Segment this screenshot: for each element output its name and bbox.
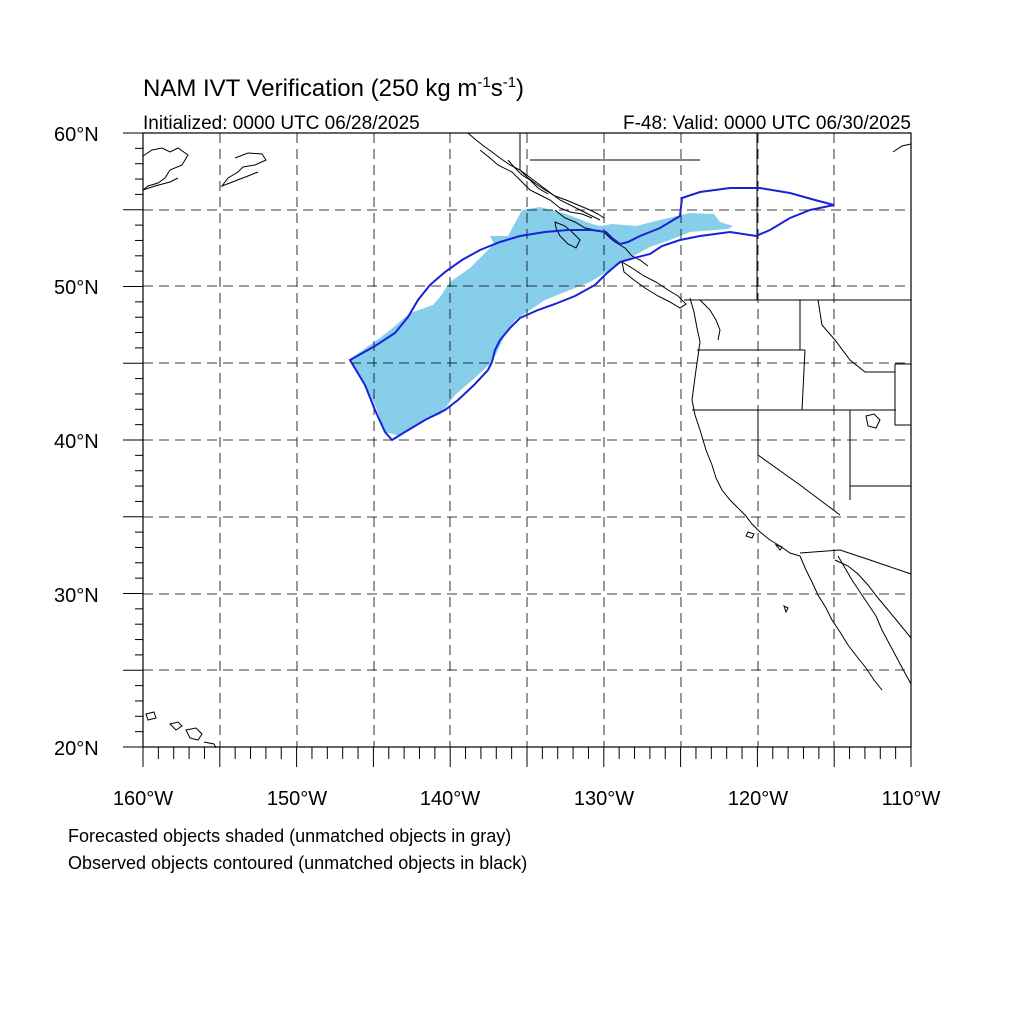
lat-label-60: 60°N bbox=[54, 124, 99, 146]
lon-label-160w: 160°W bbox=[113, 788, 173, 810]
lon-label-110w: 110°W bbox=[882, 788, 941, 810]
lat-label-50: 50°N bbox=[54, 277, 99, 299]
initialized-time: Initialized: 0000 UTC 06/28/2025 bbox=[143, 113, 420, 134]
valid-time: F-48: Valid: 0000 UTC 06/30/2025 bbox=[623, 113, 911, 134]
lat-label-20: 20°N bbox=[54, 738, 99, 760]
footnote-forecast: Forecasted objects shaded (unmatched obj… bbox=[68, 826, 512, 846]
map-title: NAM IVT Verification (250 kg m-1s-1) bbox=[143, 74, 524, 102]
lon-label-130w: 130°W bbox=[574, 788, 634, 810]
observed-ivt-contour bbox=[348, 187, 835, 442]
forecast-ivt-object bbox=[350, 207, 733, 436]
political-borders bbox=[519, 133, 912, 575]
graticule bbox=[143, 133, 911, 747]
coastlines bbox=[142, 132, 912, 749]
lat-label-30: 30°N bbox=[54, 585, 99, 607]
footnote-observed: Observed objects contoured (unmatched ob… bbox=[68, 853, 528, 873]
lon-label-140w: 140°W bbox=[420, 788, 480, 810]
axis-ticks bbox=[123, 132, 912, 767]
lon-label-150w: 150°W bbox=[267, 788, 327, 810]
lon-label-120w: 120°W bbox=[728, 788, 788, 810]
lat-label-40: 40°N bbox=[54, 431, 99, 453]
